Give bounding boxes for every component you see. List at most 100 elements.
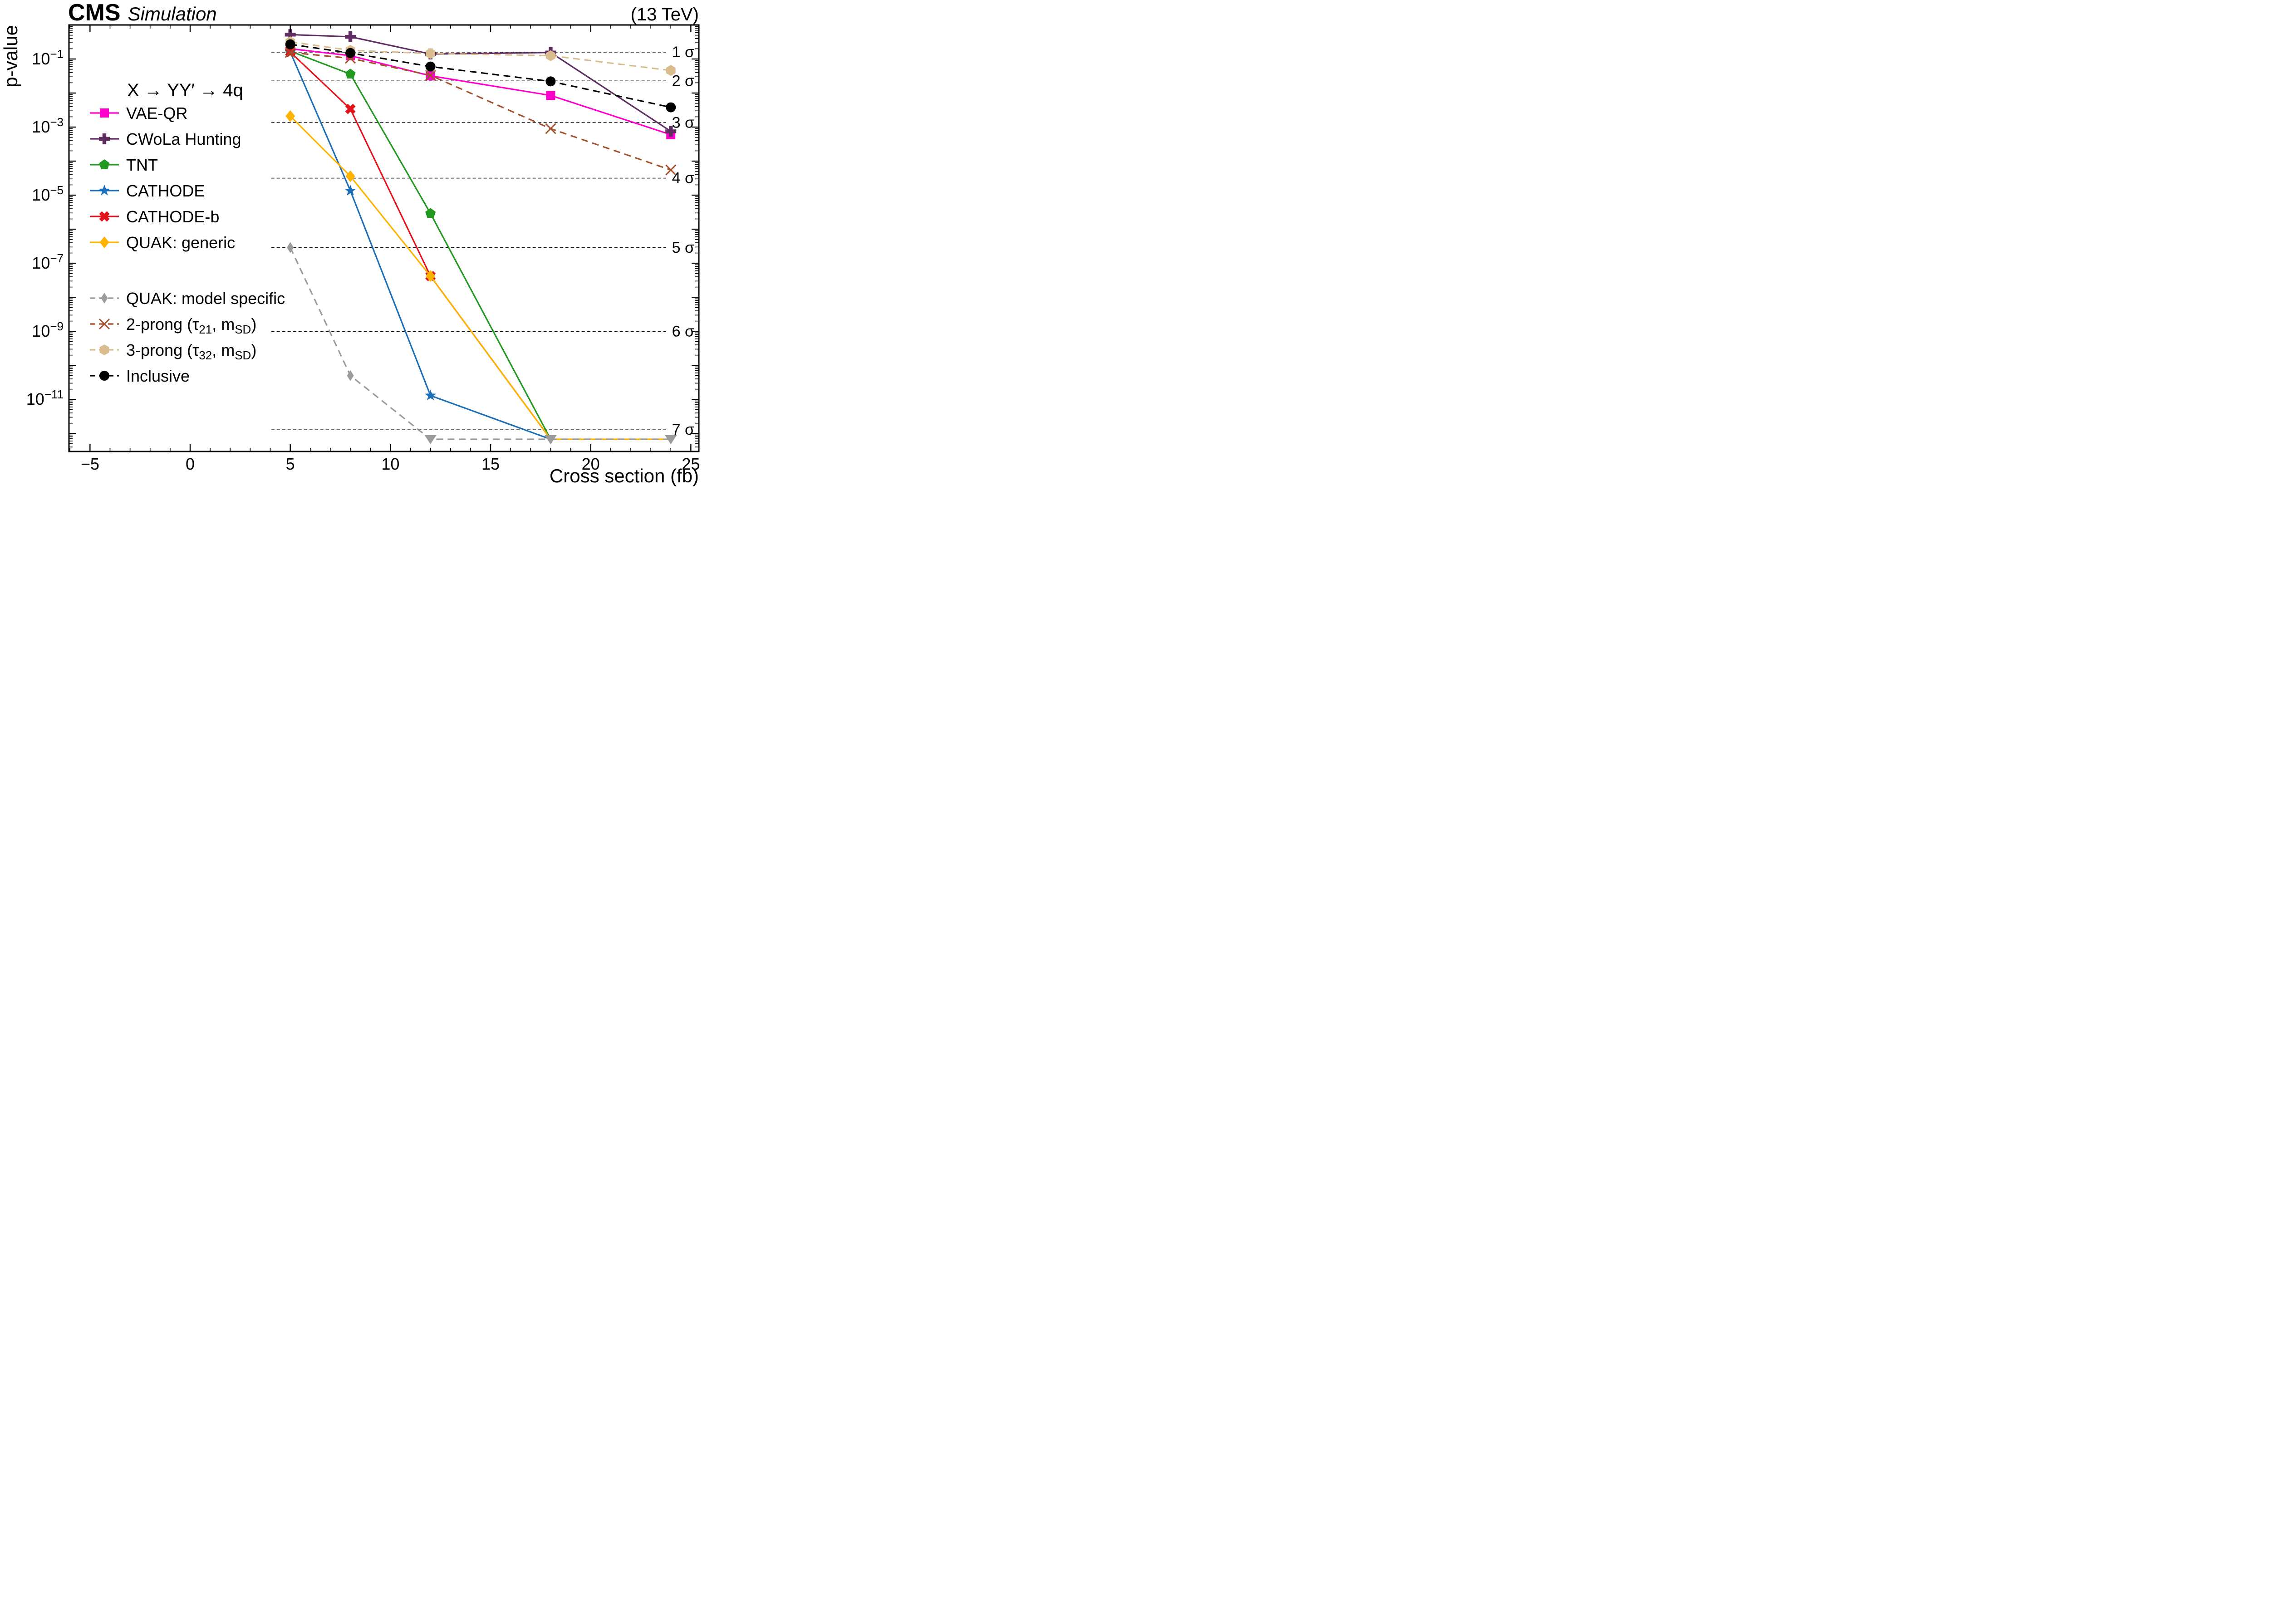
series-line bbox=[290, 52, 551, 440]
x-tick-label: 25 bbox=[682, 455, 700, 473]
series-2-prong-21-m-sd bbox=[285, 47, 677, 176]
x-tick-label: 10 bbox=[381, 455, 399, 473]
star-marker bbox=[344, 185, 356, 196]
thindiamond-marker bbox=[347, 370, 354, 381]
hexagon-marker bbox=[99, 344, 109, 355]
y-axis-title: p-value bbox=[0, 25, 21, 88]
series-line bbox=[290, 115, 671, 440]
xbold-marker bbox=[99, 211, 110, 222]
y-tick-label: 10−9 bbox=[32, 319, 64, 340]
legend-label: Inclusive bbox=[126, 367, 190, 385]
pentagon-marker bbox=[345, 69, 356, 79]
xcross-marker bbox=[285, 47, 296, 58]
legend-title: X → YY′ → 4q bbox=[127, 80, 243, 100]
xcross-marker bbox=[98, 318, 110, 330]
diamond-marker bbox=[426, 270, 436, 282]
legend-label: CATHODE bbox=[126, 182, 205, 200]
circle-marker bbox=[345, 48, 356, 58]
legend: X → YY′ → 4q VAE-QR CWoLa Hunting TNT CATHOD… bbox=[90, 80, 285, 385]
star-marker bbox=[98, 185, 110, 196]
circle-marker bbox=[285, 39, 295, 49]
square-marker bbox=[546, 91, 555, 100]
legend-item-inclusive: Inclusive bbox=[90, 367, 190, 385]
y-tick-label: 10−7 bbox=[32, 251, 64, 272]
thindiamond-marker bbox=[287, 242, 294, 253]
circle-marker bbox=[425, 61, 436, 72]
series-line bbox=[290, 50, 551, 440]
series-line bbox=[290, 51, 551, 440]
diamond-marker bbox=[285, 110, 295, 122]
x-axis-title: Cross section (fb) bbox=[550, 465, 699, 486]
simulation-label: Simulation bbox=[128, 3, 217, 25]
legend-item-2-prong-21-m-sd: 2-prong (τ21, mSD) bbox=[90, 315, 256, 336]
xbold-marker bbox=[345, 103, 356, 114]
xcross-marker bbox=[425, 70, 436, 81]
hexagon-marker bbox=[666, 65, 676, 76]
cms-logo-text: CMS bbox=[68, 0, 121, 26]
legend-label: TNT bbox=[126, 156, 158, 174]
pentagon-marker bbox=[99, 159, 110, 169]
legend-item-cathode: CATHODE bbox=[90, 182, 205, 200]
circle-marker bbox=[666, 102, 676, 113]
pvalue-vs-cross-section-chart: 1 σ2 σ3 σ4 σ5 σ6 σ7 σ−5 0 5 10 15 20 2510−110−… bbox=[0, 24, 700, 486]
circle-marker bbox=[99, 371, 109, 381]
plus-marker bbox=[99, 133, 110, 144]
pentagon-marker bbox=[425, 208, 436, 218]
x-tick-label: 0 bbox=[186, 455, 195, 473]
legend-item-tnt: TNT bbox=[90, 156, 158, 174]
series-quak-model-specific bbox=[287, 242, 677, 444]
sigma-label-6: 6 σ bbox=[672, 323, 694, 340]
legend-item-3-prong-32-m-sd: 3-prong (τ32, mSD) bbox=[90, 341, 256, 362]
series-cathode-b bbox=[285, 47, 557, 444]
sigma-label-3: 3 σ bbox=[672, 114, 694, 131]
plot-header: CMS Simulation (13 TeV) bbox=[68, 1, 699, 25]
plus-marker bbox=[345, 31, 356, 43]
energy-label: (13 TeV) bbox=[630, 5, 699, 25]
series-tnt bbox=[285, 45, 557, 444]
hexagon-marker bbox=[546, 50, 555, 61]
thindiamond-marker bbox=[101, 293, 108, 304]
sigma-label-5: 5 σ bbox=[672, 239, 694, 256]
legend-label: QUAK: model specific bbox=[126, 289, 285, 308]
legend-label: VAE-QR bbox=[126, 104, 187, 123]
square-marker bbox=[100, 108, 109, 118]
tridown-marker bbox=[424, 435, 437, 444]
series-vae-qr bbox=[285, 44, 676, 139]
series-cathode bbox=[285, 46, 557, 444]
y-tick-label: 10−3 bbox=[32, 115, 64, 136]
series-inclusive bbox=[285, 39, 676, 113]
figure-page: CMS Simulation (13 TeV) 1 σ 2 σ 3 σ 4 σ 5 σ 6… bbox=[0, 0, 701, 487]
header-left: CMS Simulation bbox=[68, 1, 217, 26]
x-tick-label: 5 bbox=[286, 455, 295, 473]
data-series bbox=[285, 29, 677, 444]
legend-label: QUAK: generic bbox=[126, 233, 235, 252]
legend-item-cathode-b: CATHODE-b bbox=[90, 207, 219, 226]
x-tick-label: 15 bbox=[481, 455, 500, 473]
legend-item-vae-qr: VAE-QR bbox=[90, 104, 187, 123]
star-marker bbox=[425, 389, 436, 401]
hexagon-marker bbox=[426, 48, 435, 59]
series-3-prong-32-m-sd bbox=[285, 36, 676, 76]
legend-label: CATHODE-b bbox=[126, 207, 219, 226]
diamond-marker bbox=[99, 236, 109, 248]
tridown-marker bbox=[545, 435, 557, 444]
y-tick-label: 10−1 bbox=[32, 47, 64, 68]
legend-label: 2-prong (τ21, mSD) bbox=[126, 315, 256, 336]
y-tick-label: 10−5 bbox=[32, 183, 64, 204]
x-tick-label: −5 bbox=[81, 455, 99, 473]
tridown-marker bbox=[665, 435, 677, 444]
sigma-label-4: 4 σ bbox=[672, 170, 694, 187]
significance-lines: 1 σ2 σ3 σ4 σ5 σ6 σ7 σ bbox=[271, 44, 694, 438]
series-quak-generic bbox=[285, 110, 677, 444]
plus-marker bbox=[665, 126, 677, 137]
plot-frame bbox=[68, 24, 700, 452]
xcross-marker bbox=[665, 164, 677, 176]
legend-label: 3-prong (τ32, mSD) bbox=[126, 341, 256, 362]
xcross-marker bbox=[545, 123, 556, 134]
y-tick-label: 10−11 bbox=[26, 388, 64, 408]
x-tick-label: 20 bbox=[582, 455, 600, 473]
legend-label: CWoLa Hunting bbox=[126, 130, 241, 148]
circle-marker bbox=[545, 76, 556, 87]
plus-marker bbox=[285, 29, 296, 40]
axes: −5 0 5 10 15 20 25 10−1 10−3 10−5 10−7 10−9 10−11 Cro… bbox=[0, 24, 700, 486]
